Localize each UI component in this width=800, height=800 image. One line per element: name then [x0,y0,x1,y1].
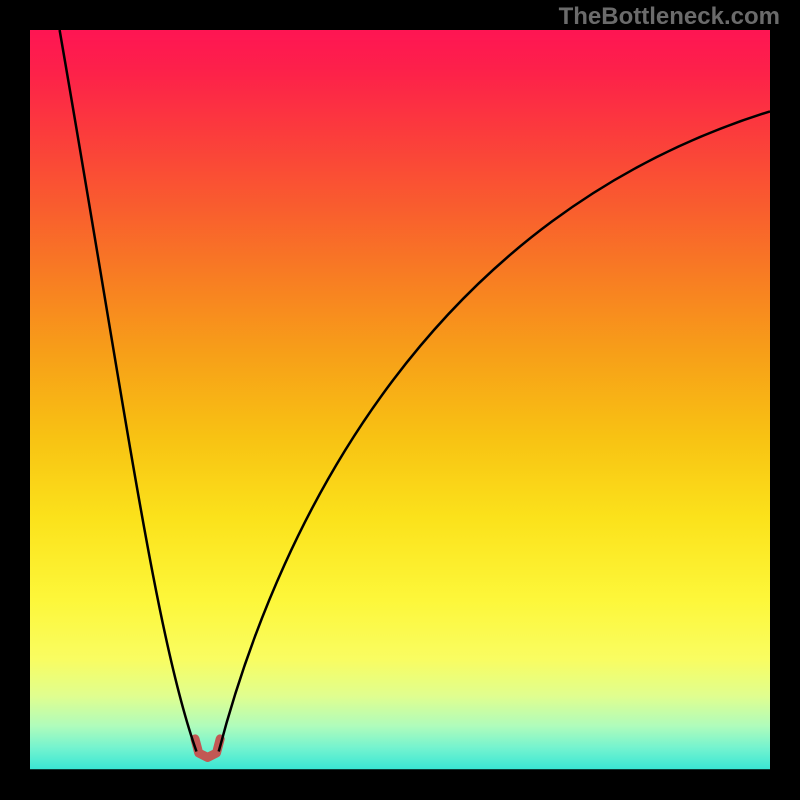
figure-container: TheBottleneck.com [0,0,800,800]
watermark-text: TheBottleneck.com [559,3,780,31]
bottleneck-chart [0,0,800,800]
gradient-plot-area [30,30,770,770]
